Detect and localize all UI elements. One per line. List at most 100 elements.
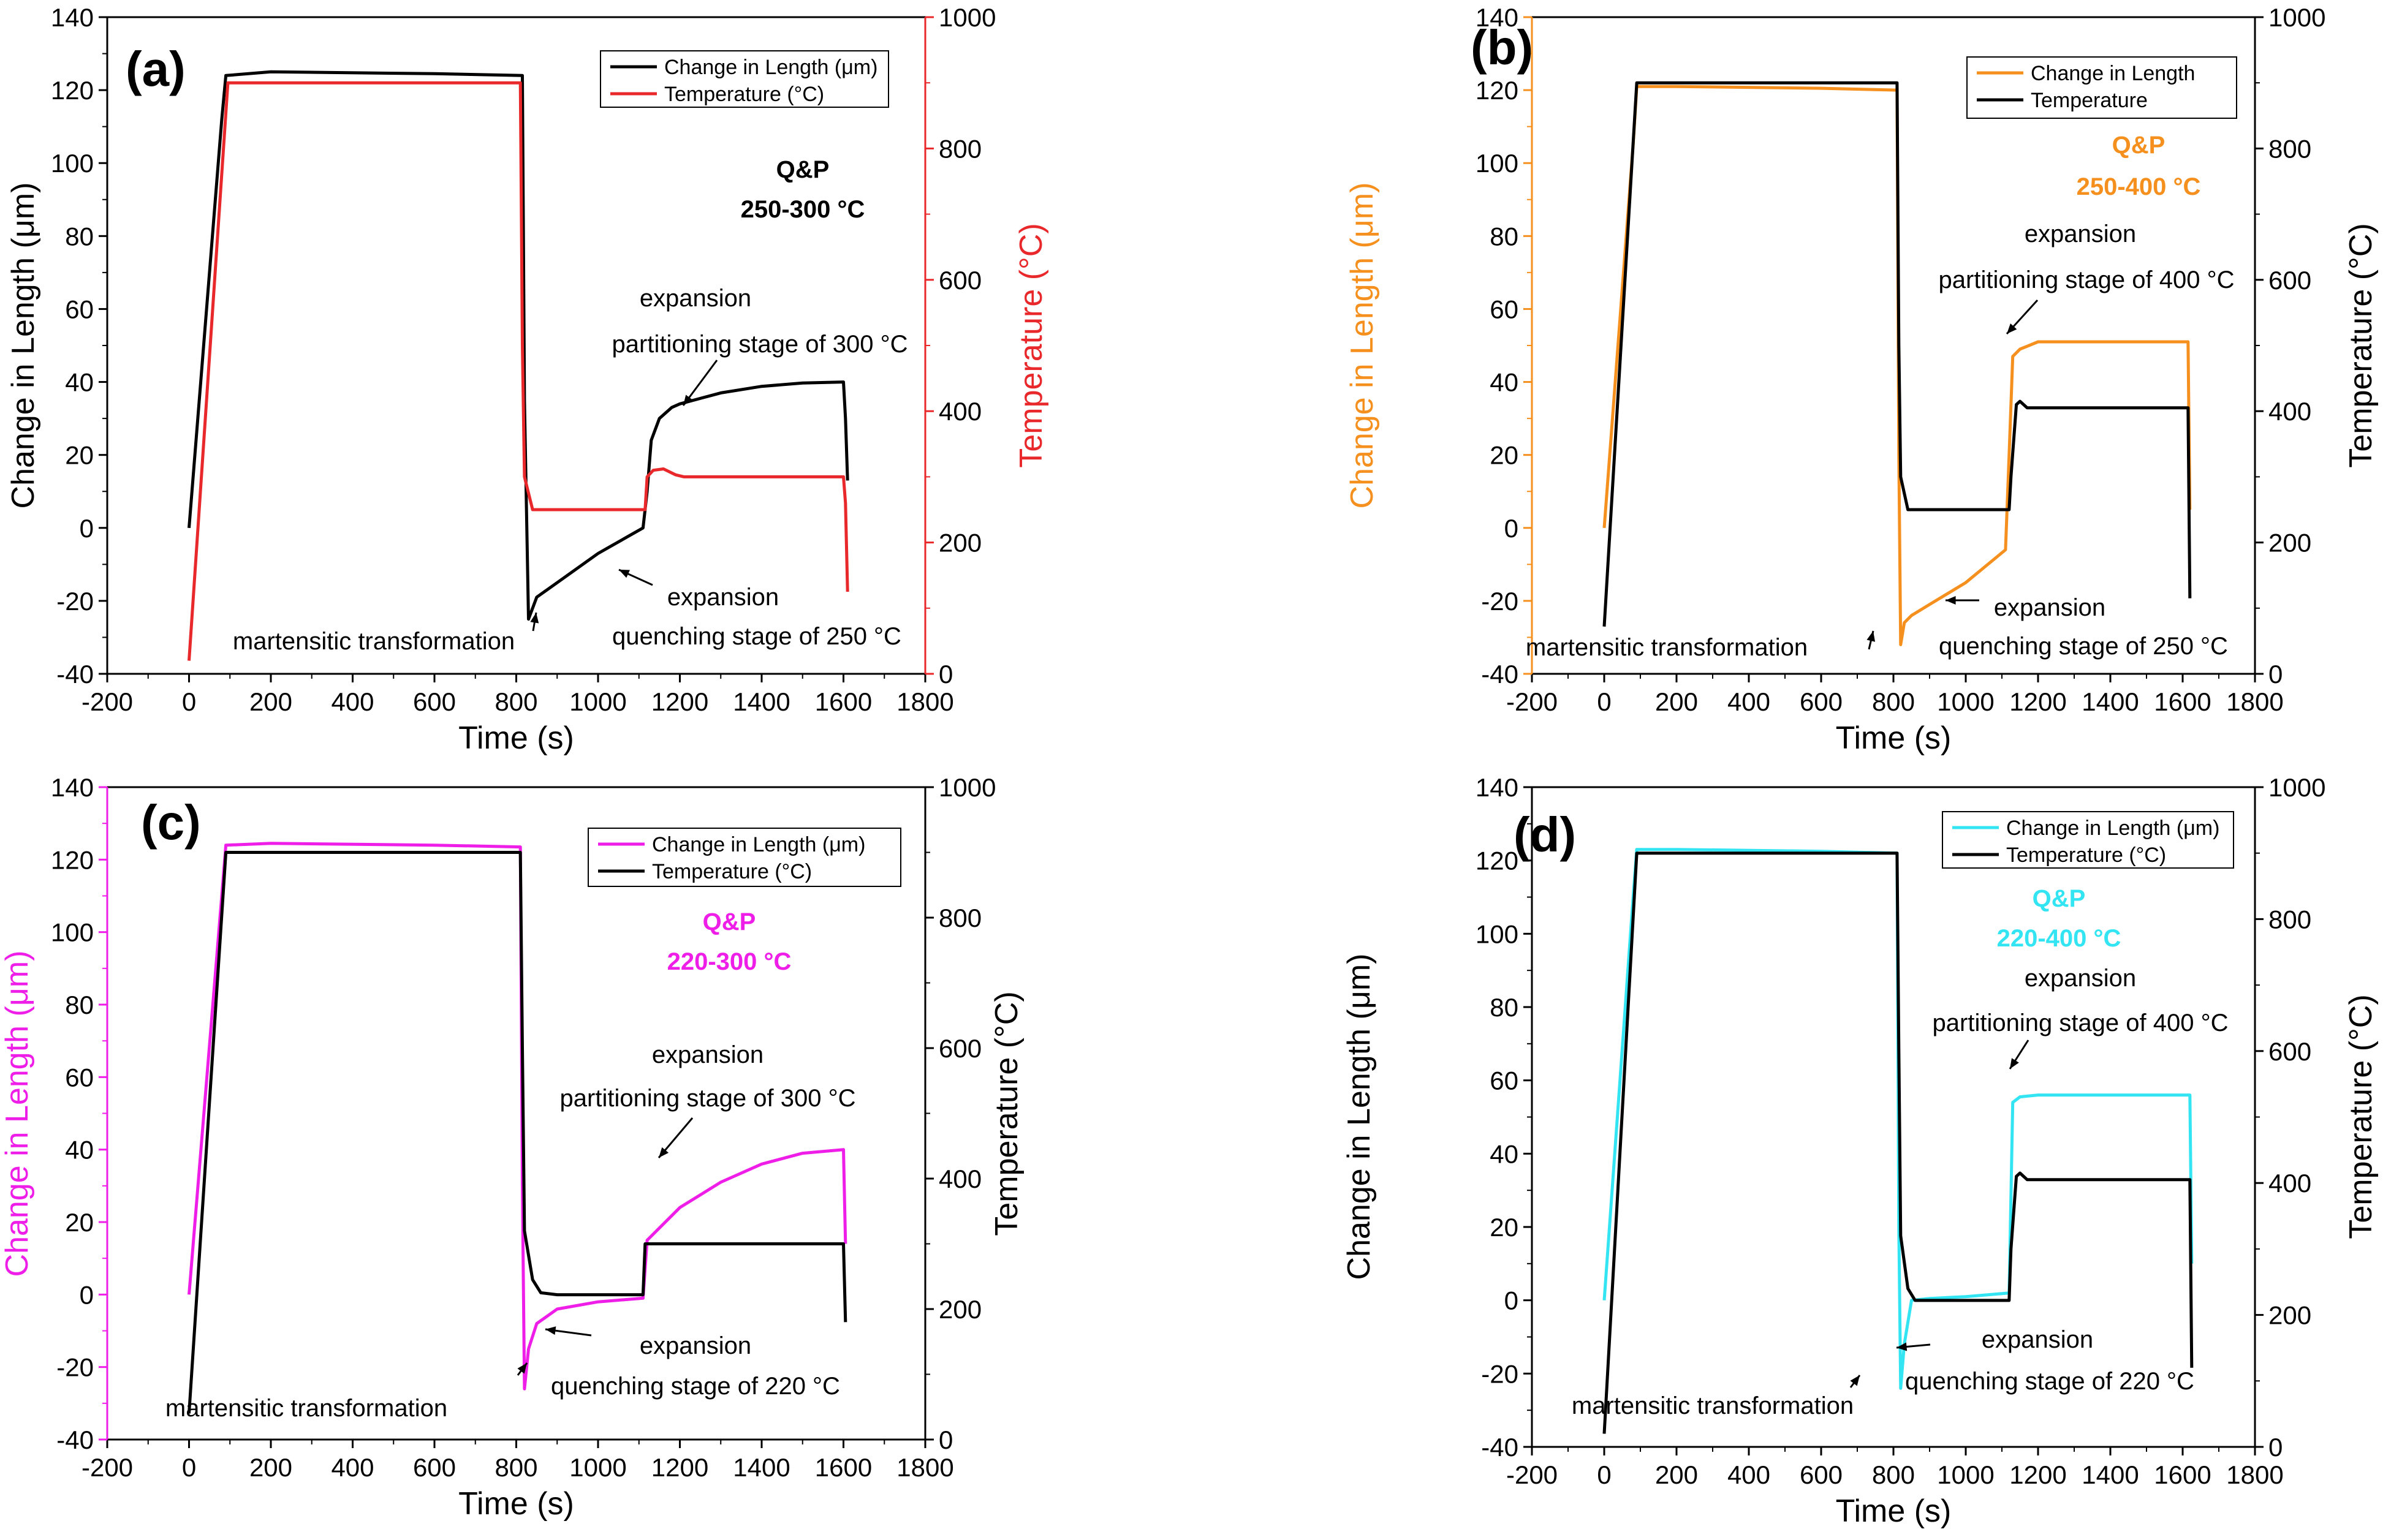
annotation-expansion-top: expansion (652, 1041, 764, 1068)
legend-label: Change in Length (μm) (664, 56, 877, 79)
y-tick-label: 100 (1476, 149, 1518, 178)
chart-panel-d: -200 0 200 400 600 800 1000 1200 1400 1600 1800-40… (1341, 773, 2379, 1529)
qp-range: 220-400 °C (1997, 925, 2121, 952)
x-tick-label: 400 (331, 1453, 374, 1482)
qp-label: Q&P (2112, 132, 2166, 159)
series-line-temperature (1602, 851, 2194, 1434)
y-tick-label: 140 (1476, 773, 1518, 802)
annotation-martensitic: martensitic transformation (233, 628, 515, 655)
y-tick-label: 0 (80, 1280, 94, 1309)
legend-label: Change in Length (μm) (652, 833, 865, 856)
x-tick-label: 1400 (2082, 687, 2139, 716)
legend-label: Temperature (°C) (2006, 844, 2166, 867)
y2-tick-label: 200 (939, 1295, 982, 1324)
legend: Change in Length (μm) Temperature (°C) (1942, 811, 2234, 869)
y2-tick-label: 200 (2268, 1301, 2311, 1330)
annotation-arrow-head (1897, 1342, 1908, 1351)
y-axis-title: Change in Length (μm) (1344, 183, 1380, 509)
x-tick-label: 200 (1655, 1460, 1698, 1489)
legend-box (1966, 56, 2237, 119)
annotation-arrow-head (1946, 595, 1956, 605)
series-line-temperature (1602, 81, 2192, 627)
y-tick-label: 80 (1490, 993, 1518, 1022)
annotation-martensitic: martensitic transformation (1526, 634, 1808, 661)
legend: Change in Length (μm) Temperature (°C) (588, 828, 901, 887)
annotation-partitioning: partitioning stage of 400 °C (1939, 266, 2235, 293)
y2-tick-label: 0 (939, 1425, 953, 1454)
chart-panel-c: -200 0 200 400 600 800 1000 1200 1400 1600 1800-40… (0, 773, 1025, 1522)
series-line-temperature (188, 851, 847, 1414)
y-tick-label: 120 (51, 845, 94, 874)
x-tick-label: 1000 (1937, 1460, 1994, 1489)
y-tick-label: 140 (1476, 3, 1518, 32)
x-tick-label: 1000 (1937, 687, 1994, 716)
x-tick-label: 1200 (651, 687, 708, 716)
x-tick-label: 1600 (2154, 687, 2211, 716)
x-tick-label: 1000 (569, 1453, 626, 1482)
y-tick-label: 20 (65, 1208, 94, 1237)
y-tick-label: 20 (1490, 441, 1518, 470)
annotation-expansion-bottom: expansion (1994, 594, 2105, 621)
annotation-quenching: quenching stage of 250 °C (1939, 633, 2228, 660)
y-tick-label: 0 (80, 514, 94, 543)
y-tick-label: 100 (51, 149, 94, 178)
x-tick-label: 1400 (2082, 1460, 2139, 1489)
y-tick-label: 0 (1504, 514, 1518, 543)
y2-tick-label: 0 (2268, 1433, 2283, 1462)
series-line-change-in-length (188, 842, 847, 1391)
series-line-change-in-length (1602, 848, 2194, 1390)
annotation-martensitic: martensitic transformation (165, 1395, 447, 1422)
legend-label: Temperature (2031, 89, 2148, 112)
x-axis-title: Time (s) (1836, 1493, 1952, 1529)
y2-tick-label: 0 (939, 660, 953, 689)
y2-tick-label: 1000 (939, 773, 996, 802)
y-tick-label: 20 (1490, 1213, 1518, 1242)
x-tick-label: -200 (1506, 1460, 1558, 1489)
y2-axis-title: Temperature (°C) (989, 991, 1025, 1236)
y-axis-title: Change in Length (μm) (0, 951, 35, 1277)
x-tick-label: 0 (1597, 687, 1611, 716)
y2-tick-label: 400 (2268, 1169, 2311, 1198)
y-tick-label: 40 (65, 1136, 94, 1164)
qp-range: 250-300 °C (741, 196, 865, 223)
x-tick-label: 1600 (815, 1453, 872, 1482)
y-tick-label: -20 (1481, 587, 1518, 616)
x-tick-label: 1200 (2009, 687, 2066, 716)
y-tick-label: -40 (56, 660, 94, 689)
y-tick-label: 100 (1476, 919, 1518, 948)
x-tick-label: 800 (494, 687, 537, 716)
annotation-arrow-head (1850, 1375, 1860, 1386)
legend-label: Temperature (°C) (652, 860, 812, 883)
annotation-arrow-head (1866, 631, 1876, 642)
x-tick-label: 1600 (815, 687, 872, 716)
x-tick-label: 400 (331, 687, 374, 716)
legend: Change in Length (μm) Temperature (°C) (600, 50, 889, 108)
x-tick-label: 600 (1800, 687, 1843, 716)
x-tick-label: 400 (1727, 1460, 1770, 1489)
y-tick-label: 140 (51, 773, 94, 802)
annotation-quenching: quenching stage of 220 °C (551, 1373, 840, 1400)
legend-box (600, 50, 889, 108)
x-tick-label: 0 (182, 687, 196, 716)
legend-box (588, 828, 901, 887)
panel-label: (c) (141, 795, 201, 850)
x-tick-label: 200 (1655, 687, 1698, 716)
x-axis-title: Time (s) (458, 720, 574, 756)
qp-label: Q&P (703, 908, 756, 935)
y-tick-label: 60 (1490, 295, 1518, 323)
x-tick-label: 1800 (2226, 1460, 2283, 1489)
y-tick-label: 80 (65, 222, 94, 251)
series-line-change-in-length (1602, 85, 2192, 646)
y2-tick-label: 800 (2268, 905, 2311, 934)
panel-label: (b) (1471, 20, 1533, 75)
x-tick-label: 600 (413, 1453, 456, 1482)
annotation-arrow-head (530, 613, 539, 624)
y-tick-label: 140 (51, 3, 94, 32)
annotation-partitioning: partitioning stage of 400 °C (1933, 1010, 2229, 1036)
y-axis-title: Change in Length (μm) (6, 183, 41, 509)
x-tick-label: 1000 (569, 687, 626, 716)
y-tick-label: 60 (1490, 1066, 1518, 1095)
y2-tick-label: 400 (2268, 397, 2311, 426)
y-tick-label: -40 (1481, 1433, 1518, 1462)
